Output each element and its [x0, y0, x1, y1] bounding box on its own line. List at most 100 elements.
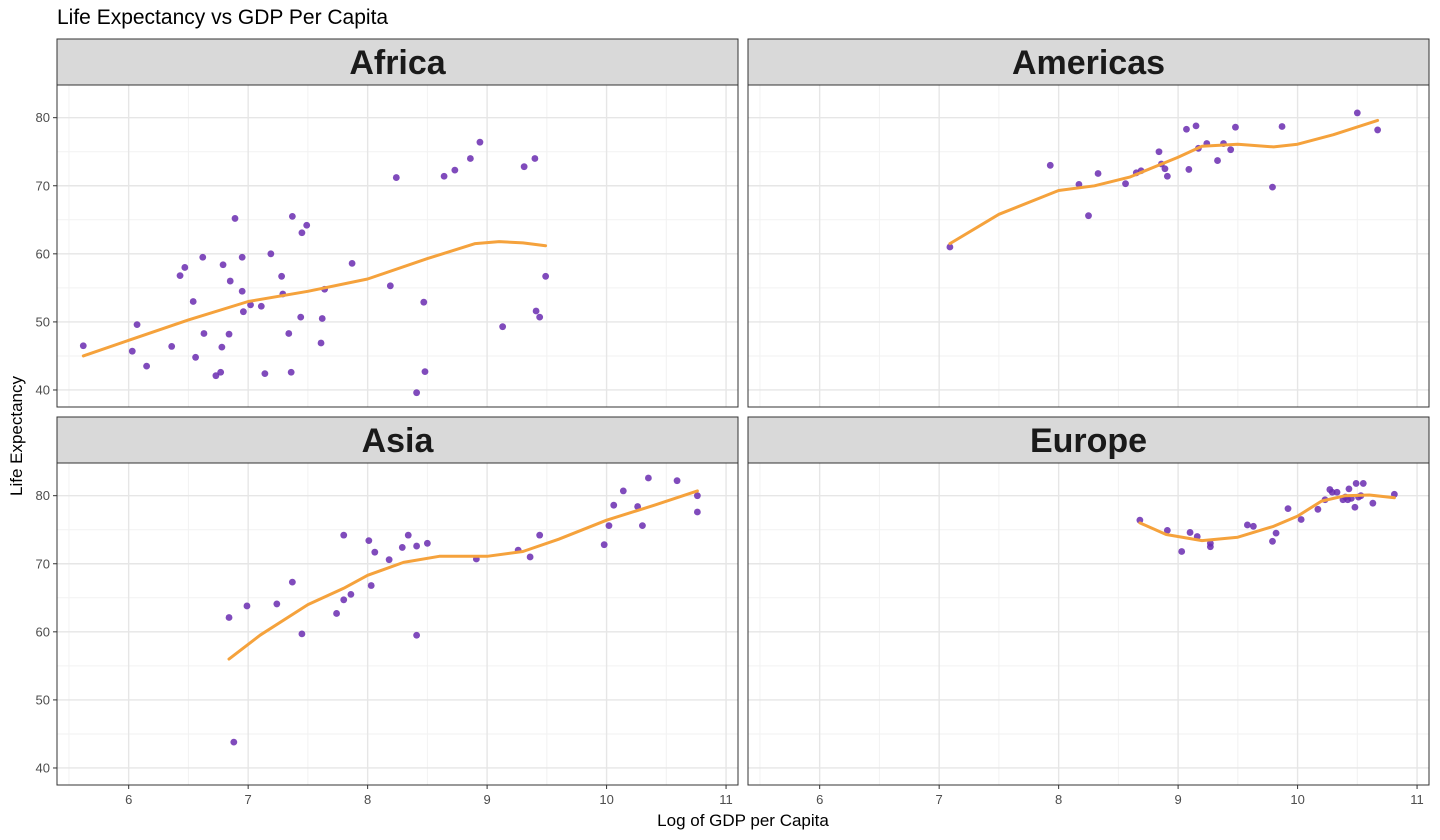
data-point — [1227, 146, 1235, 154]
data-point — [1272, 529, 1280, 537]
data-point — [392, 174, 400, 181]
x-tick-label: 9 — [483, 792, 490, 807]
data-point — [168, 343, 176, 350]
y-tick-label: 80 — [36, 110, 50, 125]
x-tick-label: 10 — [599, 792, 613, 807]
y-tick-label: 80 — [36, 488, 50, 503]
data-point — [288, 578, 296, 586]
data-point — [219, 261, 227, 269]
data-point — [367, 582, 375, 589]
data-point — [128, 347, 136, 355]
x-tick-label: 7 — [936, 792, 943, 807]
data-point — [1345, 485, 1353, 493]
data-point — [226, 277, 234, 285]
data-point — [386, 282, 394, 290]
data-point — [1351, 503, 1359, 511]
strip-background-americas — [747, 38, 1430, 86]
data-point — [413, 631, 421, 639]
data-point — [347, 590, 355, 598]
data-point — [287, 368, 295, 376]
data-point — [200, 330, 208, 337]
data-point — [285, 330, 293, 337]
x-tick-label: 11 — [719, 792, 733, 807]
x-tick-label: 8 — [1055, 792, 1062, 807]
panel-background — [748, 85, 1429, 407]
data-point — [298, 630, 306, 638]
y-tick-label: 70 — [36, 178, 50, 193]
data-point — [133, 321, 141, 329]
data-point — [1163, 526, 1171, 534]
data-point — [476, 138, 484, 146]
facet-africa: Africa 40 50 60 70 80 — [36, 38, 739, 408]
data-point — [413, 542, 421, 550]
data-point — [634, 503, 642, 510]
data-point — [371, 548, 379, 556]
data-point — [693, 492, 701, 500]
data-point — [1046, 161, 1054, 169]
data-point — [673, 477, 681, 485]
data-point — [536, 313, 544, 321]
data-point — [398, 544, 406, 551]
data-point — [231, 215, 239, 222]
data-point — [421, 368, 429, 376]
panel-border — [56, 462, 739, 786]
panel-border — [747, 84, 1430, 408]
smooth-line-americas — [948, 118, 1380, 246]
data-point — [1206, 543, 1214, 551]
data-point — [1359, 480, 1367, 487]
data-point — [466, 155, 474, 162]
data-point — [693, 508, 701, 516]
data-point — [340, 531, 348, 539]
data-point — [440, 172, 448, 180]
x-axis-title: Log of GDP per Capita — [657, 811, 829, 830]
data-point — [404, 531, 412, 539]
data-point — [181, 264, 189, 271]
data-point — [261, 370, 269, 378]
data-point — [536, 531, 544, 539]
data-point — [1269, 183, 1276, 191]
data-point — [610, 501, 618, 509]
panel-border — [56, 84, 739, 408]
data-point — [413, 389, 421, 397]
data-point — [297, 313, 305, 321]
data-point — [288, 212, 296, 220]
data-point — [1314, 505, 1322, 513]
data-point — [247, 301, 254, 309]
data-point — [212, 372, 220, 380]
data-point — [526, 553, 534, 561]
strip-label-africa: Africa — [349, 44, 446, 82]
data-point — [1136, 516, 1144, 524]
data-point — [1249, 522, 1257, 530]
facet-panels: Africa 40 50 60 70 80 Americas Asia 40 50 60 70 80 6 7… — [36, 38, 1430, 807]
x-tick-label: 9 — [1174, 792, 1181, 807]
data-point — [318, 315, 326, 322]
x-tick-label: 8 — [364, 792, 371, 807]
data-point — [1186, 529, 1194, 536]
data-point — [531, 155, 539, 162]
y-tick-label: 50 — [36, 314, 50, 329]
data-point — [1352, 480, 1360, 487]
y-tick-label: 60 — [36, 624, 50, 639]
data-point — [278, 272, 286, 280]
data-point — [1161, 165, 1169, 173]
y-tick-label: 70 — [36, 556, 50, 571]
data-point — [1297, 516, 1305, 523]
data-point — [79, 342, 87, 350]
data-point — [243, 602, 251, 610]
data-point — [238, 253, 246, 261]
data-point — [273, 600, 281, 608]
data-point — [189, 298, 197, 305]
strip-label-europe: Europe — [1030, 422, 1147, 460]
data-point — [605, 522, 613, 530]
data-point — [218, 343, 226, 351]
facet-asia: Asia 40 50 60 70 80 6 7 8 9 10 11 — [36, 416, 739, 807]
strip-background-africa — [56, 38, 739, 86]
data-point — [1328, 488, 1336, 496]
chart-title: Life Expectancy vs GDP Per Capita — [57, 6, 388, 29]
y-tick-label: 50 — [36, 692, 50, 707]
y-tick-label: 40 — [36, 382, 50, 397]
data-point — [365, 537, 373, 545]
data-point — [619, 487, 627, 495]
panel-background — [748, 463, 1429, 785]
